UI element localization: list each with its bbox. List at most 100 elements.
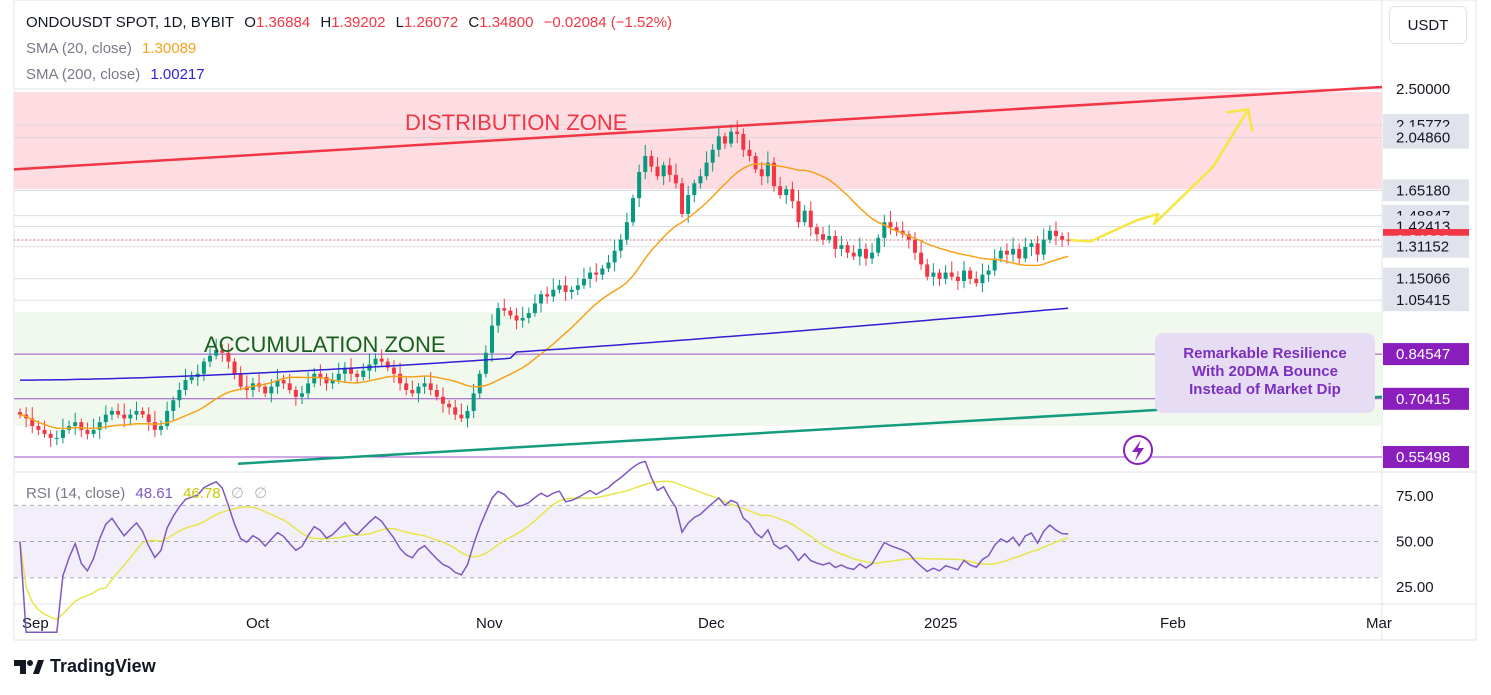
sma20-line bbox=[19, 163, 1069, 430]
price-badge bbox=[1383, 387, 1469, 410]
rsi-line bbox=[19, 460, 1069, 634]
candle bbox=[919, 241, 924, 270]
sma200-legend[interactable]: SMA (200, close) 1.00217 bbox=[26, 66, 205, 83]
candle bbox=[551, 278, 556, 302]
candle bbox=[692, 179, 697, 203]
candle bbox=[833, 230, 838, 258]
tradingview-logo-icon bbox=[14, 659, 44, 674]
time-axis-label: Feb bbox=[1160, 615, 1186, 632]
price-badge bbox=[1383, 235, 1469, 258]
sma20-legend[interactable]: SMA (20, close) 1.30089 bbox=[26, 40, 197, 57]
candle bbox=[735, 120, 740, 143]
candle bbox=[1060, 232, 1065, 247]
candle bbox=[440, 387, 445, 413]
candle bbox=[955, 271, 960, 290]
candle bbox=[759, 161, 764, 186]
candle bbox=[821, 226, 826, 246]
candle bbox=[18, 408, 22, 419]
candle bbox=[876, 234, 881, 257]
candle bbox=[741, 128, 746, 157]
candle bbox=[943, 265, 948, 285]
candle bbox=[661, 161, 666, 186]
candle bbox=[557, 279, 562, 294]
candle bbox=[183, 368, 188, 396]
price-badge bbox=[1383, 179, 1469, 202]
candle bbox=[753, 152, 758, 174]
candle bbox=[208, 348, 213, 367]
candle bbox=[870, 243, 875, 264]
candle bbox=[594, 263, 599, 282]
time-axis-label: Mar bbox=[1366, 615, 1392, 632]
candle bbox=[686, 185, 691, 223]
price-badge bbox=[1383, 126, 1469, 149]
candle bbox=[575, 277, 580, 296]
time-axis-label: Dec bbox=[698, 615, 725, 632]
candle bbox=[802, 205, 807, 226]
candle bbox=[992, 249, 997, 276]
time-axis: Sep Oct Nov Dec 2025 Feb Mar bbox=[22, 615, 1392, 632]
candle bbox=[680, 177, 685, 218]
candle bbox=[624, 212, 629, 246]
candle bbox=[698, 168, 703, 189]
time-axis-label: Nov bbox=[476, 615, 503, 632]
candle bbox=[906, 230, 911, 249]
candle bbox=[434, 384, 439, 401]
lightning-icon[interactable] bbox=[1123, 435, 1153, 465]
candle bbox=[710, 144, 715, 172]
horizontal-level-lines bbox=[14, 88, 1382, 458]
candle bbox=[60, 418, 65, 444]
price-badge bbox=[1383, 289, 1469, 312]
candle bbox=[459, 403, 464, 423]
time-axis-label: 2025 bbox=[924, 615, 957, 632]
rsi-axis-label: 25.00 bbox=[1396, 579, 1434, 596]
candle bbox=[643, 144, 648, 180]
accumulation-zone-band bbox=[14, 312, 1382, 426]
candle bbox=[882, 214, 887, 247]
candle bbox=[845, 241, 850, 259]
candle bbox=[980, 263, 985, 293]
candle bbox=[673, 163, 678, 189]
rsi-legend[interactable]: RSI (14, close) 48.61 46.78 ∅ ∅ bbox=[26, 485, 268, 502]
candle bbox=[281, 374, 286, 389]
tradingview-logo[interactable]: TradingView bbox=[14, 656, 156, 677]
candle bbox=[600, 264, 605, 281]
candle bbox=[128, 409, 133, 426]
candle bbox=[857, 237, 862, 266]
candle bbox=[581, 267, 586, 290]
resilience-callout: Remarkable Resilience With 20DMA Bounce … bbox=[1155, 333, 1375, 413]
candle bbox=[974, 271, 979, 287]
candle bbox=[704, 151, 709, 180]
ohlc-close: C1.34800 bbox=[468, 14, 534, 31]
candle bbox=[42, 420, 47, 438]
candle bbox=[771, 157, 776, 192]
candle bbox=[1066, 232, 1071, 246]
candle bbox=[73, 412, 78, 435]
candle bbox=[477, 370, 482, 399]
candle bbox=[790, 181, 795, 209]
candle bbox=[490, 314, 495, 362]
accumulation-zone-label: ACCUMULATION ZONE bbox=[204, 332, 446, 357]
candle bbox=[1041, 228, 1046, 261]
candle bbox=[324, 373, 329, 391]
candle bbox=[299, 385, 304, 404]
ohlc-change: −0.02084 (−1.52%) bbox=[543, 14, 673, 31]
candle bbox=[986, 264, 991, 282]
candle bbox=[361, 363, 366, 381]
candle bbox=[471, 384, 476, 419]
candle bbox=[778, 176, 783, 199]
candle bbox=[655, 157, 660, 180]
candle bbox=[722, 132, 727, 149]
candle bbox=[667, 157, 672, 183]
candle bbox=[410, 380, 415, 398]
candle bbox=[649, 150, 654, 173]
candle bbox=[122, 403, 127, 428]
currency-button[interactable]: USDT bbox=[1389, 6, 1467, 44]
candle bbox=[109, 407, 114, 421]
candle bbox=[140, 407, 145, 419]
candle bbox=[863, 243, 868, 266]
price-axis-label: 1.15066 bbox=[1396, 271, 1450, 288]
rsi-axis-label: 75.00 bbox=[1396, 488, 1434, 505]
candle bbox=[293, 386, 298, 406]
candle bbox=[54, 430, 59, 446]
projection-arrowhead bbox=[1226, 107, 1254, 132]
